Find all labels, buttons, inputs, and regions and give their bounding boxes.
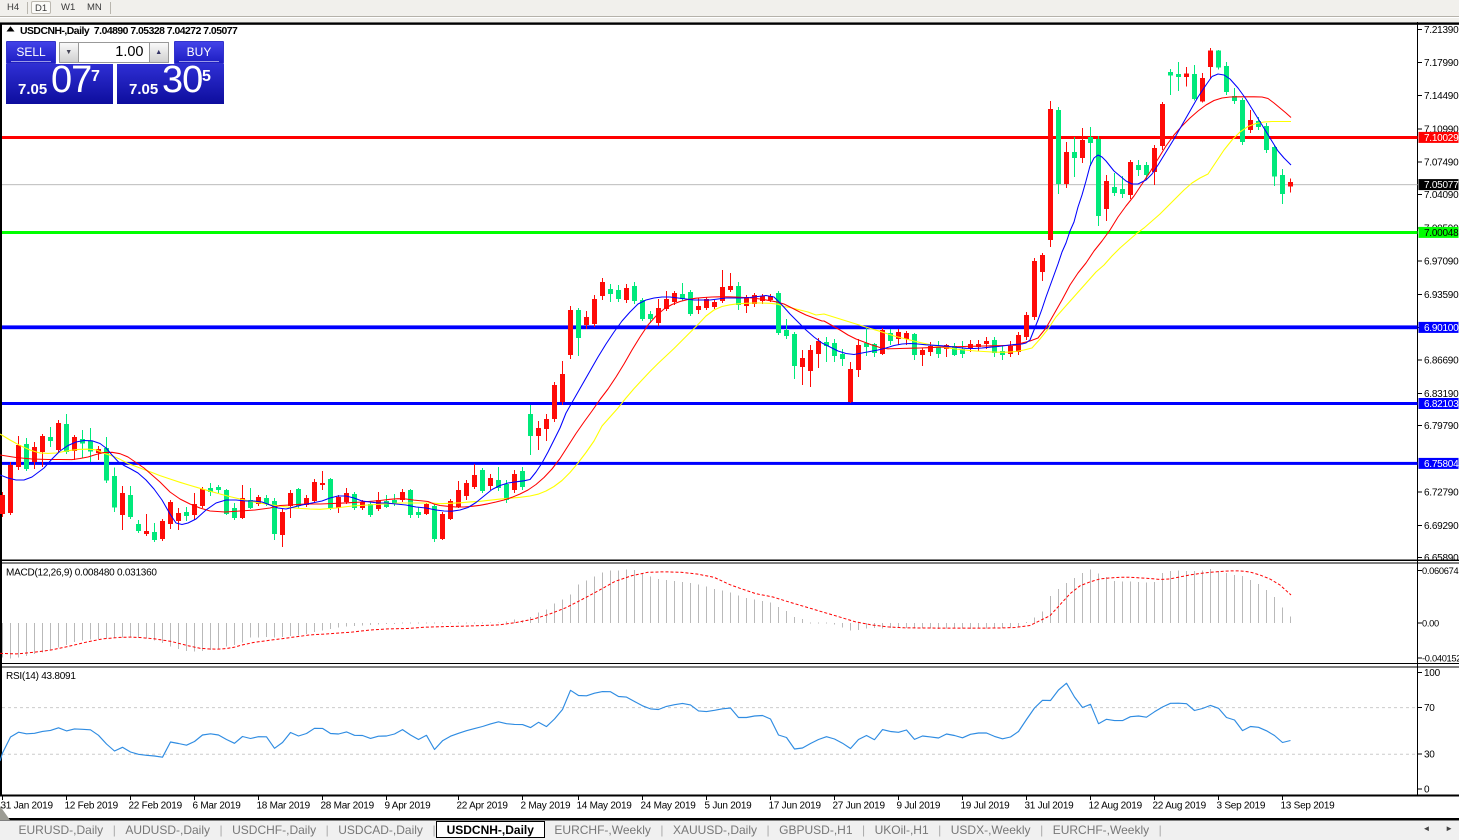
svg-text:22 Feb 2019: 22 Feb 2019 (129, 801, 183, 812)
svg-text:6.72790: 6.72790 (1424, 488, 1459, 499)
svg-text:7.05077: 7.05077 (1424, 180, 1459, 191)
svg-text:17 Jun 2019: 17 Jun 2019 (769, 801, 822, 812)
svg-text:USDCNH-,Daily 7.04890 7.05328: USDCNH-,Daily 7.04890 7.05328 7.04272 7.… (20, 26, 238, 37)
svg-text:6.65890: 6.65890 (1424, 553, 1459, 564)
svg-text:22 Apr 2019: 22 Apr 2019 (457, 801, 509, 812)
svg-text:0: 0 (1424, 785, 1430, 796)
svg-text:0.00: 0.00 (1422, 619, 1439, 629)
svg-text:100: 100 (1424, 668, 1441, 679)
svg-text:RSI(14) 43.8091: RSI(14) 43.8091 (6, 671, 76, 682)
svg-text:7.07490: 7.07490 (1424, 158, 1459, 169)
svg-text:12 Feb 2019: 12 Feb 2019 (65, 801, 119, 812)
svg-text:7.04090: 7.04090 (1424, 190, 1459, 201)
svg-text:6.69290: 6.69290 (1424, 521, 1459, 532)
svg-text:14 May 2019: 14 May 2019 (577, 801, 633, 812)
svg-text:9 Jul 2019: 9 Jul 2019 (897, 801, 941, 812)
svg-text:7.21390: 7.21390 (1424, 25, 1459, 36)
svg-text:28 Mar 2019: 28 Mar 2019 (321, 801, 375, 812)
svg-text:31 Jul 2019: 31 Jul 2019 (1025, 801, 1075, 812)
svg-text:70: 70 (1424, 703, 1435, 714)
svg-text:6.93590: 6.93590 (1424, 290, 1459, 301)
svg-text:-0.040152: -0.040152 (1422, 653, 1459, 663)
svg-text:31 Jan 2019: 31 Jan 2019 (1, 801, 54, 812)
svg-text:6.97090: 6.97090 (1424, 257, 1459, 268)
svg-text:6.83190: 6.83190 (1424, 389, 1459, 400)
svg-text:7.14490: 7.14490 (1424, 91, 1459, 102)
svg-text:6.90100: 6.90100 (1424, 323, 1459, 334)
svg-text:6.79790: 6.79790 (1424, 421, 1459, 432)
svg-text:6.75804: 6.75804 (1424, 459, 1459, 470)
svg-text:6 Mar 2019: 6 Mar 2019 (193, 801, 242, 812)
svg-text:18 Mar 2019: 18 Mar 2019 (257, 801, 311, 812)
svg-text:7.10990: 7.10990 (1424, 124, 1459, 135)
svg-text:5 Jun 2019: 5 Jun 2019 (705, 801, 753, 812)
svg-text:7.00048: 7.00048 (1424, 228, 1459, 239)
svg-text:13 Sep 2019: 13 Sep 2019 (1281, 801, 1336, 812)
svg-text:6.86690: 6.86690 (1424, 356, 1459, 367)
svg-text:9 Apr 2019: 9 Apr 2019 (385, 801, 432, 812)
svg-text:0.060674: 0.060674 (1422, 566, 1459, 576)
svg-text:6.82103: 6.82103 (1424, 399, 1459, 410)
svg-text:7.17990: 7.17990 (1424, 58, 1459, 69)
svg-text:24 May 2019: 24 May 2019 (641, 801, 697, 812)
svg-text:27 Jun 2019: 27 Jun 2019 (833, 801, 886, 812)
svg-text:3 Sep 2019: 3 Sep 2019 (1217, 801, 1266, 812)
svg-text:7.10029: 7.10029 (1424, 133, 1459, 144)
svg-text:30: 30 (1424, 750, 1435, 761)
svg-text:12 Aug 2019: 12 Aug 2019 (1089, 801, 1143, 812)
svg-text:19 Jul 2019: 19 Jul 2019 (961, 801, 1011, 812)
svg-text:22 Aug 2019: 22 Aug 2019 (1153, 801, 1207, 812)
svg-text:MACD(12,26,9) 0.008480 0.03136: MACD(12,26,9) 0.008480 0.031360 (6, 568, 157, 579)
svg-text:2 May 2019: 2 May 2019 (521, 801, 571, 812)
